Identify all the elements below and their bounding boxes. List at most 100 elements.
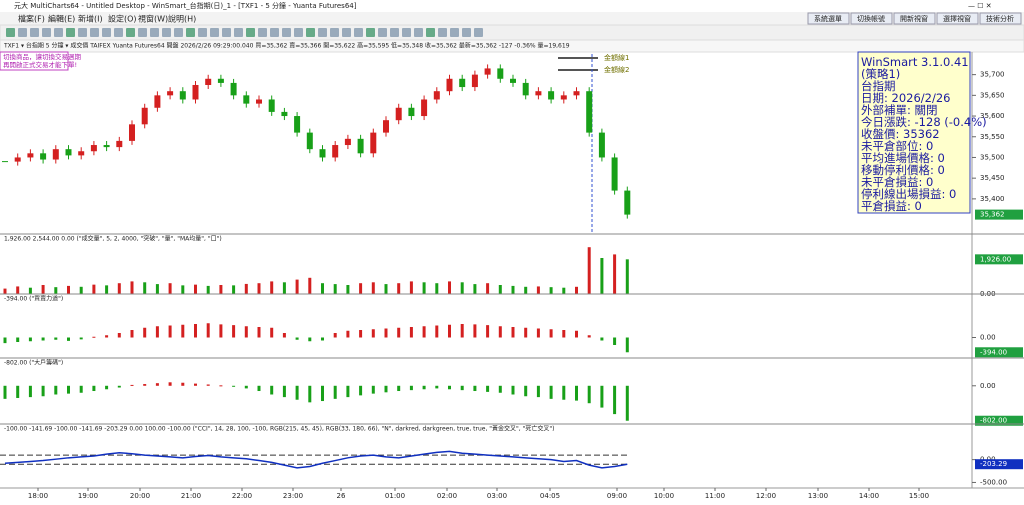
- top-button-label[interactable]: 技術分析: [986, 14, 1014, 23]
- toolbar-icon[interactable]: [138, 28, 147, 37]
- indicator-bar: [67, 337, 70, 341]
- toolbar-icon[interactable]: [222, 28, 231, 37]
- toolbar-icon[interactable]: [186, 28, 195, 37]
- toolbar-icon[interactable]: [330, 28, 339, 37]
- toolbar-icon[interactable]: [474, 28, 483, 37]
- toolbar-icon[interactable]: [162, 28, 171, 37]
- toolbar-icon[interactable]: [30, 28, 39, 37]
- menu-item[interactable]: 說明(H): [168, 14, 196, 24]
- y-tick-label: 35,700: [980, 71, 1005, 79]
- candle-body: [90, 145, 97, 152]
- top-button[interactable]: [979, 12, 1022, 25]
- indicator-bar: [473, 385, 477, 392]
- toolbar-icon[interactable]: [426, 28, 435, 37]
- indicator-bar: [498, 326, 502, 338]
- toolbar-icon[interactable]: [6, 28, 15, 37]
- indicator-bar: [359, 283, 363, 294]
- window-controls[interactable]: — ☐ ✕: [968, 2, 992, 10]
- toolbar-icon[interactable]: [402, 28, 411, 37]
- indicator-bar: [219, 385, 223, 387]
- toolbar-icon[interactable]: [450, 28, 459, 37]
- last-value-label: -802.00: [980, 417, 1007, 425]
- toolbar-icon[interactable]: [66, 28, 75, 37]
- candle-body: [471, 74, 478, 88]
- toolbar-icon[interactable]: [378, 28, 387, 37]
- toolbar-icon[interactable]: [234, 28, 243, 37]
- toolbar-icon[interactable]: [438, 28, 447, 37]
- toolbar-icon[interactable]: [318, 28, 327, 37]
- indicator-bar: [41, 337, 45, 341]
- candle-body: [230, 82, 237, 96]
- top-button-label[interactable]: 開新視窗: [900, 14, 928, 23]
- indicator-bar: [435, 283, 439, 294]
- toolbar-icon[interactable]: [294, 28, 303, 37]
- candle-body: [154, 95, 161, 108]
- indicator-bar: [359, 330, 363, 338]
- toolbar-icon[interactable]: [342, 28, 351, 37]
- indicator-bar: [384, 328, 388, 338]
- candle-body: [27, 153, 34, 158]
- top-button-label[interactable]: 切換帳號: [857, 14, 885, 23]
- indicator-bar: [181, 285, 185, 294]
- indicator-bar: [371, 282, 375, 294]
- toolbar-icon[interactable]: [198, 28, 207, 37]
- y-tick-label: 35,400: [980, 195, 1005, 203]
- toolbar-icon[interactable]: [462, 28, 471, 37]
- toolbar-icon[interactable]: [174, 28, 183, 37]
- top-button[interactable]: [936, 12, 979, 25]
- indicator-bar: [257, 283, 261, 294]
- indicator-bar: [308, 385, 312, 403]
- toolbar-icon[interactable]: [114, 28, 123, 37]
- toolbar-icon[interactable]: [54, 28, 63, 37]
- candle-body: [446, 78, 453, 92]
- toolbar-icon[interactable]: [354, 28, 363, 37]
- indicator-bar: [536, 286, 540, 294]
- indicator-bar: [168, 325, 172, 338]
- menu-item[interactable]: 設定(O): [108, 14, 137, 24]
- menu-item[interactable]: 新增(I): [78, 14, 103, 24]
- menu-item[interactable]: 檔案(F): [18, 14, 45, 24]
- time-label: 15:00: [909, 492, 929, 500]
- indicator-bar: [346, 385, 350, 398]
- info-line: WinSmart 3.1.0.41: [861, 55, 969, 69]
- toolbar-icon[interactable]: [126, 28, 135, 37]
- menu-item[interactable]: 視窗(W): [138, 14, 168, 24]
- menu-item[interactable]: 編輯(E): [48, 14, 75, 24]
- indicator-bar: [295, 385, 299, 400]
- toolbar-icon[interactable]: [390, 28, 399, 37]
- indicator-bar: [460, 282, 464, 294]
- toolbar-icon[interactable]: [18, 28, 27, 37]
- indicator-bar: [130, 330, 134, 338]
- top-button-label[interactable]: 系統選單: [814, 14, 842, 23]
- indicator-bar: [117, 385, 121, 388]
- indicator-bar: [536, 385, 540, 398]
- toolbar-icon[interactable]: [306, 28, 315, 37]
- toolbar-icon[interactable]: [366, 28, 375, 37]
- toolbar-icon[interactable]: [246, 28, 255, 37]
- indicator-bar: [155, 326, 159, 338]
- toolbar-icon[interactable]: [282, 28, 291, 37]
- last-value-box: [975, 347, 1023, 358]
- top-button[interactable]: [893, 12, 936, 25]
- top-button-label[interactable]: 選擇視窗: [943, 14, 971, 23]
- toolbar-icon[interactable]: [42, 28, 51, 37]
- time-label: 14:00: [859, 492, 879, 500]
- toolbar-icon[interactable]: [414, 28, 423, 37]
- time-label: 20:00: [130, 492, 150, 500]
- toolbar-icon[interactable]: [102, 28, 111, 37]
- indicator-bar: [143, 327, 147, 338]
- toolbar-icon[interactable]: [78, 28, 87, 37]
- top-button[interactable]: [807, 12, 850, 25]
- toolbar-icon[interactable]: [90, 28, 99, 37]
- y-tick-label: 0.00: [980, 382, 996, 390]
- toolbar-icon[interactable]: [258, 28, 267, 37]
- top-button[interactable]: [850, 12, 893, 25]
- indicator-bar: [54, 287, 58, 294]
- pane-header: -394.00 ("買賣力道"): [4, 295, 63, 303]
- toolbar-icon[interactable]: [270, 28, 279, 37]
- time-label: 13:00: [808, 492, 828, 500]
- last-value-box: [975, 459, 1023, 470]
- toolbar-icon[interactable]: [150, 28, 159, 37]
- info-line: 未平倉損益: 0: [861, 175, 933, 189]
- toolbar-icon[interactable]: [210, 28, 219, 37]
